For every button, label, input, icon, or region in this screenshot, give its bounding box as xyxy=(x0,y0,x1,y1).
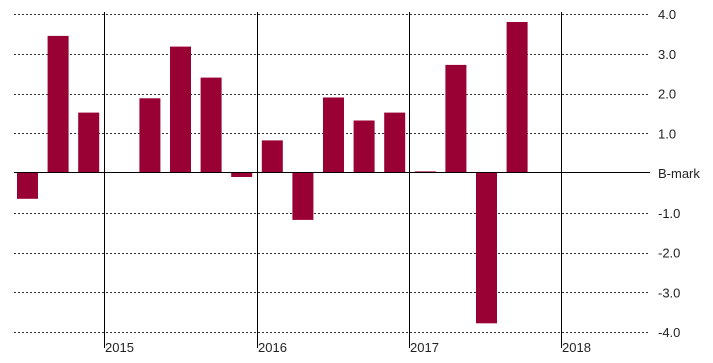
grid-layer xyxy=(14,14,650,333)
y-tick-label: 4.0 xyxy=(658,7,676,22)
y-tick-label: B-mark xyxy=(658,166,700,181)
bar-2018-q2 xyxy=(476,172,497,324)
bar-layer xyxy=(17,22,528,324)
bar-2015-q3 xyxy=(139,98,161,172)
bar-2016-q1 xyxy=(200,77,222,172)
axis-layer xyxy=(14,12,650,348)
y-tick-label: -4.0 xyxy=(658,325,680,340)
y-tick-label: -3.0 xyxy=(658,285,680,300)
x-year-label: 2015 xyxy=(105,340,134,355)
bar-2016-q4 xyxy=(292,172,314,220)
bar-2016-q3 xyxy=(261,140,283,172)
bar-2017-q2 xyxy=(353,120,375,172)
y-tick-label: -2.0 xyxy=(658,246,680,261)
y-tick-label: 1.0 xyxy=(658,126,676,141)
bar-2016-q2 xyxy=(231,172,253,177)
bar-2018-q3 xyxy=(506,22,528,172)
x-year-label: 2017 xyxy=(410,340,439,355)
bar-2017-q3 xyxy=(384,112,406,172)
x-year-label: 2018 xyxy=(562,340,591,355)
bar-2014-q4 xyxy=(47,35,69,173)
label-layer: 4.0 3.0 2.0 1.0 B-mark -1.0 -2.0 -3.0 -4.0 2015 20… xyxy=(105,7,700,355)
bar-2015-q4 xyxy=(170,46,191,172)
y-tick-label: 3.0 xyxy=(658,47,676,62)
bar-2014-q3 xyxy=(17,172,38,199)
y-tick-label: -1.0 xyxy=(658,206,680,221)
y-tick-label: 2.0 xyxy=(658,87,676,102)
bar-2017-q1 xyxy=(323,97,344,172)
bar-2017-q4 xyxy=(414,171,436,172)
x-year-label: 2016 xyxy=(258,340,287,355)
bar-2015-q1 xyxy=(78,112,100,172)
bar-2018-q1 xyxy=(445,64,467,172)
